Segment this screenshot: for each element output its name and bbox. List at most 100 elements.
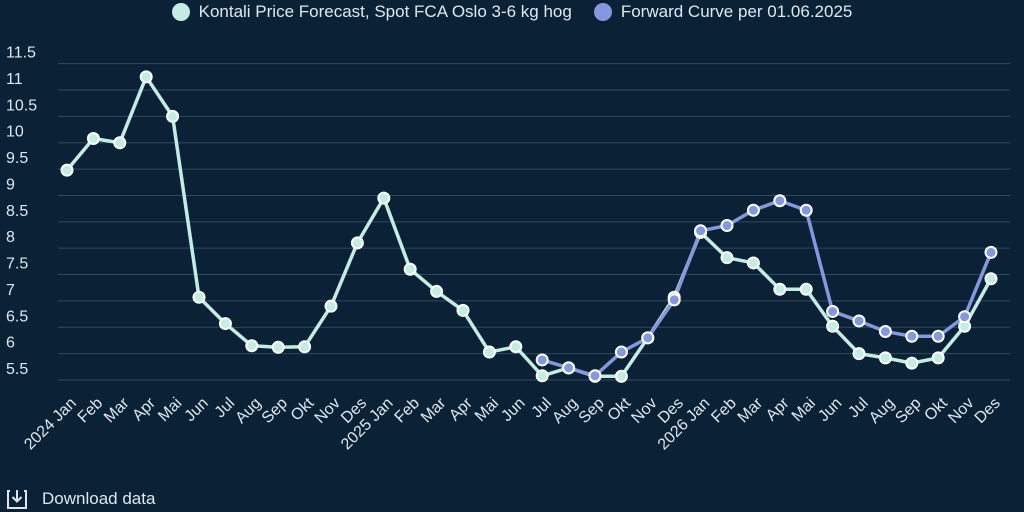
legend: Kontali Price Forecast, Spot FCA Oslo 3-… xyxy=(0,2,1024,22)
y-tick-label: 6.5 xyxy=(6,308,28,325)
y-tick-label: 5.5 xyxy=(6,361,28,378)
x-tick-label: Mai xyxy=(789,395,819,425)
data-point-series-1[interactable] xyxy=(245,339,259,353)
data-point-series-1[interactable] xyxy=(377,191,391,205)
x-tick-label: Nov xyxy=(312,395,344,427)
data-point-series-2[interactable] xyxy=(694,224,708,238)
data-point-series-2[interactable] xyxy=(852,314,866,328)
x-tick-label: 2024 Jan xyxy=(21,395,80,454)
x-tick-label: Okt xyxy=(288,394,318,424)
data-point-series-1[interactable] xyxy=(430,284,444,298)
x-tick-label: Mai xyxy=(472,395,502,425)
legend-marker-kontali xyxy=(171,3,190,21)
x-tick-label: Jun xyxy=(498,395,528,425)
series-line-2 xyxy=(541,198,993,378)
data-point-series-1[interactable] xyxy=(86,132,100,146)
x-tick-label: Aug xyxy=(549,395,581,427)
data-point-series-1[interactable] xyxy=(826,319,840,333)
data-point-series-2[interactable] xyxy=(931,329,945,343)
data-point-series-1[interactable] xyxy=(192,290,206,304)
x-tick-label: Apr xyxy=(446,394,476,424)
y-tick-label: 8 xyxy=(6,229,15,246)
y-tick-label: 9 xyxy=(6,176,15,193)
x-tick-label: Sep xyxy=(259,395,291,427)
legend-item-kontali-forecast[interactable]: Kontali Price Forecast, Spot FCA Oslo 3-… xyxy=(171,2,572,22)
y-tick-label: 11.5 xyxy=(6,45,36,62)
data-point-series-1[interactable] xyxy=(931,351,945,365)
download-data-label: Download data xyxy=(42,489,156,508)
legend-label-kontali: Kontali Price Forecast, Spot FCA Oslo 3-… xyxy=(198,2,572,21)
y-tick-label: 6 xyxy=(6,335,15,352)
legend-item-forward-curve[interactable]: Forward Curve per 01.06.2025 xyxy=(593,2,853,22)
data-point-series-2[interactable] xyxy=(746,203,760,217)
data-point-series-1[interactable] xyxy=(773,282,787,296)
data-point-series-1[interactable] xyxy=(139,70,153,84)
gridlines xyxy=(58,63,1010,381)
download-icon xyxy=(7,490,27,509)
x-tick-label: Apr xyxy=(129,394,159,424)
x-tick-label: Feb xyxy=(392,395,424,427)
data-point-series-1[interactable] xyxy=(720,251,734,265)
y-tick-label: 7.5 xyxy=(6,256,28,273)
x-tick-label: Aug xyxy=(866,395,898,427)
x-tick-label: Feb xyxy=(708,395,740,427)
y-tick-label: 10.5 xyxy=(6,97,37,114)
data-point-series-1[interactable] xyxy=(746,256,760,270)
data-point-series-2[interactable] xyxy=(720,219,734,233)
data-point-series-1[interactable] xyxy=(218,317,232,331)
x-tick-label: Feb xyxy=(75,395,107,427)
data-point-series-1[interactable] xyxy=(271,340,285,354)
data-point-series-2[interactable] xyxy=(614,345,628,359)
data-point-series-1[interactable] xyxy=(878,351,892,365)
data-point-series-2[interactable] xyxy=(958,310,972,324)
x-tick-label: Jun xyxy=(815,395,845,425)
data-point-series-1[interactable] xyxy=(298,340,312,354)
legend-marker-forward xyxy=(593,3,612,21)
y-tick-label: 8.5 xyxy=(6,203,28,220)
series-points xyxy=(60,70,998,383)
data-point-series-1[interactable] xyxy=(166,109,180,123)
series-lines xyxy=(65,75,993,379)
data-point-series-1[interactable] xyxy=(614,369,628,383)
legend-label-forward: Forward Curve per 01.06.2025 xyxy=(620,2,853,21)
series-line-1 xyxy=(65,75,993,379)
data-point-series-2[interactable] xyxy=(562,361,576,375)
x-tick-label: Jun xyxy=(182,395,212,425)
y-tick-label: 10 xyxy=(6,124,24,141)
data-point-series-1[interactable] xyxy=(799,282,813,296)
data-point-series-2[interactable] xyxy=(826,304,840,318)
data-point-series-1[interactable] xyxy=(905,356,919,370)
data-point-series-1[interactable] xyxy=(403,262,417,276)
data-point-series-2[interactable] xyxy=(641,331,655,345)
x-tick-label: Mar xyxy=(418,394,450,426)
data-point-series-1[interactable] xyxy=(324,299,338,313)
data-point-series-1[interactable] xyxy=(984,272,998,286)
data-point-series-2[interactable] xyxy=(905,329,919,343)
x-tick-label: Okt xyxy=(921,394,951,424)
data-point-series-2[interactable] xyxy=(588,369,602,383)
x-tick-label: Nov xyxy=(628,395,660,427)
data-point-series-1[interactable] xyxy=(482,345,496,359)
data-point-series-1[interactable] xyxy=(113,136,127,150)
data-point-series-1[interactable] xyxy=(60,163,74,177)
x-tick-label: Okt xyxy=(605,394,635,424)
x-tick-label: Mar xyxy=(101,394,133,426)
y-tick-label: 11 xyxy=(6,71,23,88)
x-tick-label: Mai xyxy=(155,395,185,425)
y-tick-label: 7 xyxy=(6,282,15,299)
data-point-series-2[interactable] xyxy=(773,194,787,208)
data-point-series-1[interactable] xyxy=(509,340,523,354)
data-point-series-1[interactable] xyxy=(456,303,470,317)
data-point-series-1[interactable] xyxy=(535,369,549,383)
data-point-series-2[interactable] xyxy=(535,353,549,367)
data-point-series-2[interactable] xyxy=(984,245,998,259)
data-point-series-2[interactable] xyxy=(667,293,681,307)
data-point-series-1[interactable] xyxy=(350,236,364,250)
data-point-series-1[interactable] xyxy=(852,347,866,361)
data-point-series-2[interactable] xyxy=(799,203,813,217)
data-point-series-2[interactable] xyxy=(878,324,892,338)
download-data-button[interactable]: Download data xyxy=(6,488,155,510)
x-tick-label: Apr xyxy=(763,394,793,424)
